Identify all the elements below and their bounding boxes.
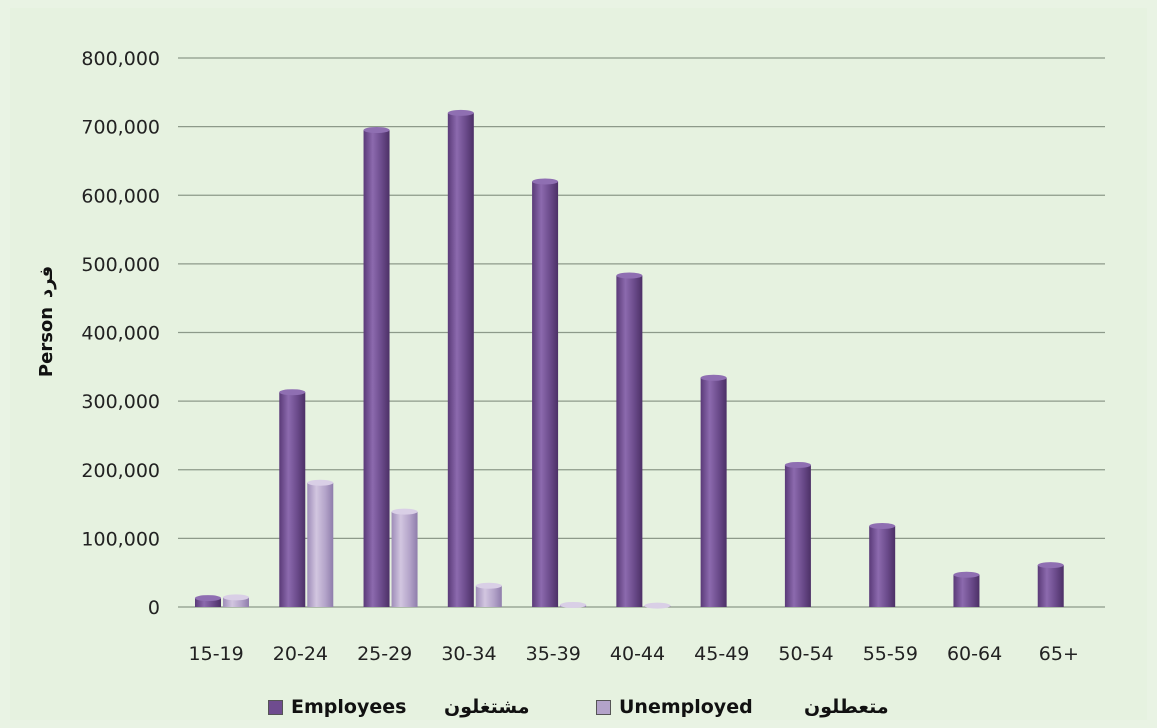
bar-cap-employees-25-29 (363, 127, 390, 134)
y-axis-label: Person (36, 307, 57, 377)
bar-cap-unemployed-30-34 (475, 582, 502, 589)
bar-cap-employees-60-64 (953, 571, 980, 578)
x-tick-label: 50-54 (778, 643, 833, 665)
bar-unemployed-25-29 (391, 511, 418, 607)
y-tick-label: 800,000 (81, 48, 160, 70)
y-tick-label: 0 (148, 597, 160, 619)
x-tick-label: 45-49 (694, 643, 749, 665)
bar-cap-unemployed-25-29 (391, 508, 418, 515)
x-tick-label: 20-24 (273, 643, 328, 665)
bar-cap-employees-55-59 (869, 523, 896, 530)
bar-unemployed-15-19 (223, 597, 249, 607)
bar-cap-employees-50-54 (784, 461, 811, 468)
bar-employees-65+ (1037, 565, 1064, 607)
x-tick-label: 30-34 (441, 643, 496, 665)
legend-swatch-unemployed (596, 699, 611, 715)
bar-cap-unemployed-15-19 (223, 594, 249, 601)
bar-employees-30-34 (447, 112, 474, 608)
bar-employees-50-54 (784, 464, 811, 607)
y-axis-label-arabic: فرد (36, 266, 57, 298)
bar-employees-45-49 (700, 377, 727, 607)
x-tick-label: 35-39 (526, 643, 581, 665)
bar-employees-25-29 (363, 130, 390, 607)
x-tick-label: 65+ (1039, 643, 1079, 665)
legend: Employees مشتغلون Unemployed متعطلون (0, 696, 1157, 728)
x-tick-label: 15-19 (189, 643, 244, 665)
bar-cap-unemployed-40-44 (644, 602, 671, 609)
legend-label-employees: Employees (291, 696, 407, 718)
bar-cap-unemployed-35-39 (560, 601, 587, 608)
bar-employees-35-39 (532, 181, 559, 607)
y-tick-label: 500,000 (81, 254, 160, 276)
bar-cap-employees-35-39 (532, 178, 559, 185)
bar-employees-15-19 (195, 598, 221, 607)
legend-item-employees: Employees (268, 696, 406, 718)
x-tick-label: 40-44 (610, 643, 665, 665)
bar-cap-employees-30-34 (447, 109, 474, 116)
bar-cap-employees-40-44 (616, 272, 643, 279)
bar-cap-employees-65+ (1037, 562, 1064, 569)
x-tick-label: 60-64 (947, 643, 1002, 665)
bar-cap-employees-45-49 (700, 374, 727, 381)
legend-label-unemployed: Unemployed (619, 696, 753, 718)
y-tick-label: 300,000 (81, 391, 160, 413)
y-tick-label: 100,000 (81, 528, 160, 550)
legend-item-unemployed: Unemployed (596, 696, 753, 718)
y-tick-label: 200,000 (81, 460, 160, 482)
bar-cap-employees-15-19 (195, 595, 221, 602)
bar-employees-60-64 (953, 574, 980, 607)
legend-swatch-employees (268, 699, 283, 715)
y-tick-label: 400,000 (81, 323, 160, 345)
bar-cap-employees-20-24 (279, 389, 306, 396)
y-tick-label: 600,000 (81, 185, 160, 207)
bar-employees-40-44 (616, 275, 643, 607)
bar-unemployed-20-24 (307, 482, 334, 607)
bar-cap-unemployed-20-24 (307, 479, 334, 486)
legend-label-unemployed-arabic: متعطلون (804, 696, 889, 718)
bar-employees-20-24 (279, 392, 306, 607)
bar-employees-55-59 (869, 526, 896, 607)
y-tick-label: 700,000 (81, 117, 160, 139)
legend-label-employees-arabic: مشتغلون (444, 696, 530, 718)
bar-chart: 0 100,000 200,000 300,000 400,000 500,000 600,… (36, 48, 1105, 665)
x-tick-label: 55-59 (863, 643, 918, 665)
x-tick-label: 25-29 (357, 643, 412, 665)
bar-unemployed-30-34 (475, 585, 502, 607)
